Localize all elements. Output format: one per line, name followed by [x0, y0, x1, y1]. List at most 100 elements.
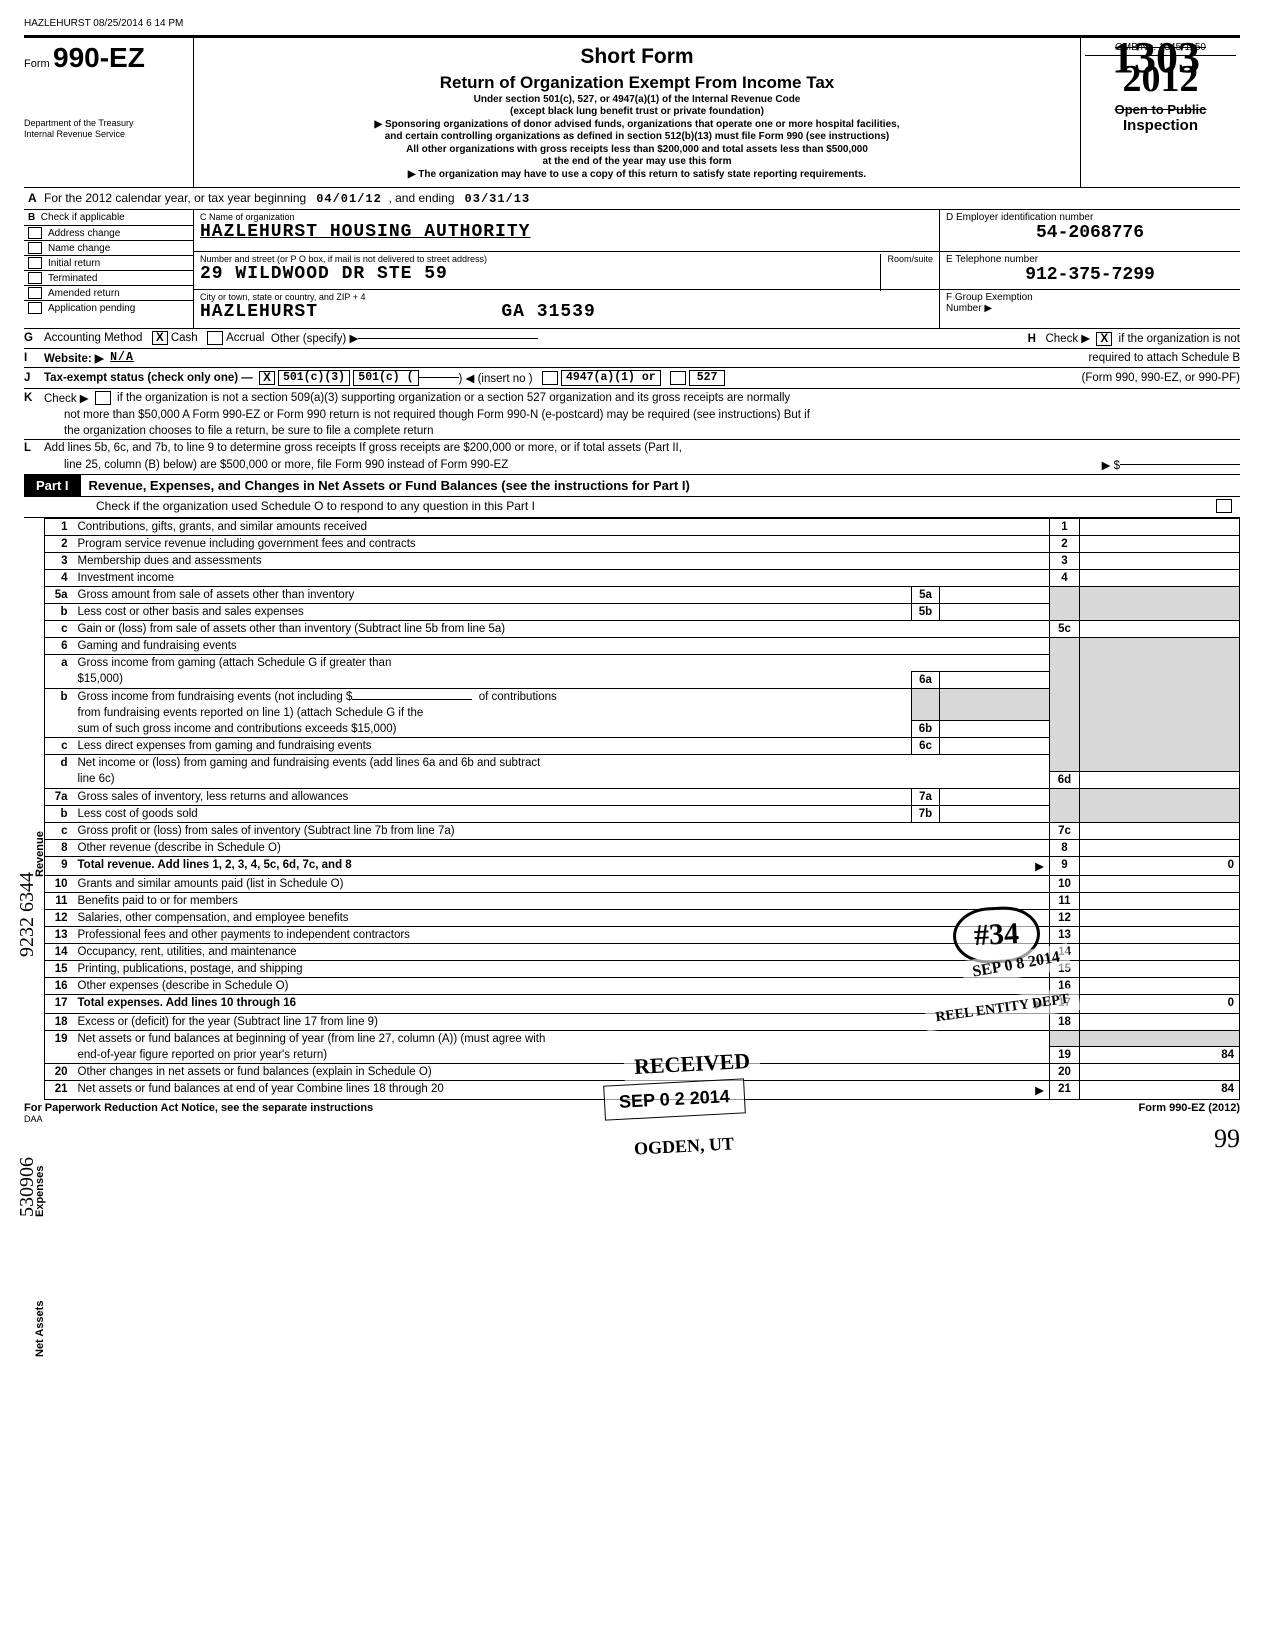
line-7c-desc: Gross profit or (loss) from sales of inv…	[73, 822, 1050, 839]
checkbox-name-change[interactable]	[28, 242, 42, 254]
dept-treasury: Department of the Treasury Internal Reve…	[24, 118, 187, 140]
box-501c: 501(c) (	[353, 370, 418, 386]
checkbox-527[interactable]	[670, 371, 686, 385]
checkbox-k[interactable]	[95, 391, 111, 405]
line-1-desc: Contributions, gifts, grants, and simila…	[73, 518, 1050, 535]
line-6b1-desc: Gross income from fundraising events (no…	[73, 688, 912, 705]
lbl-accrual: Accrual	[226, 332, 264, 344]
line-2-desc: Program service revenue including govern…	[73, 535, 1050, 552]
checkbox-4947[interactable]	[542, 371, 558, 385]
line-k-3: the organization chooses to file a retur…	[24, 423, 1240, 440]
subtitle-5: All other organizations with gross recei…	[202, 144, 1072, 157]
part-i-tag: Part I	[24, 475, 81, 496]
lbl-terminated: Terminated	[48, 273, 97, 284]
line-k-2: not more than $50,000 A Form 990-EZ or F…	[24, 407, 1240, 423]
open-to-public: Open to Public	[1085, 102, 1236, 117]
phone: 912-375-7299	[946, 265, 1234, 285]
title-main: Return of Organization Exempt From Incom…	[202, 72, 1072, 93]
check-if-applicable: Check if applicable	[41, 212, 125, 223]
label-revenue-vertical: Revenue	[34, 831, 46, 877]
val-21: 84	[1221, 1083, 1234, 1095]
line-6d1-desc: Net income or (loss) from gaming and fun…	[73, 755, 1050, 772]
k-text2: not more than $50,000 A Form 990-EZ or F…	[64, 409, 810, 421]
line-11-desc: Benefits paid to or for members	[73, 892, 1050, 909]
line-16-desc: Other expenses (describe in Schedule O)	[73, 977, 1050, 994]
form-header: Form 990-EZ Department of the Treasury I…	[24, 37, 1240, 188]
line-6a2-desc: $15,000)	[73, 671, 912, 688]
line-7a-desc: Gross sales of inventory, less returns a…	[73, 788, 912, 805]
line-6a1-desc: Gross income from gaming (attach Schedul…	[73, 654, 1050, 671]
line-6d2-desc: line 6c)	[73, 771, 1050, 788]
line-20-desc: Other changes in net assets or fund bala…	[73, 1064, 1050, 1081]
checkbox-schedule-o[interactable]	[1216, 499, 1232, 513]
box-501c3: 501(c)(3)	[278, 370, 350, 386]
checkbox-501c3[interactable]: X	[259, 371, 275, 385]
line-7b-desc: Less cost of goods sold	[73, 805, 912, 822]
form-word: Form	[24, 58, 50, 70]
checkbox-accrual[interactable]	[207, 331, 223, 345]
tax-year-begin: 04/01/12	[316, 192, 382, 206]
part-i-header: Part I Revenue, Expenses, and Changes in…	[24, 475, 1240, 497]
l-text: Add lines 5b, 6c, and 7b, to line 9 to d…	[44, 442, 682, 454]
line-8-desc: Other revenue (describe in Schedule O)	[73, 839, 1050, 856]
line-19b-desc: end-of-year figure reported on prior yea…	[73, 1047, 1050, 1064]
lbl-insert-no: ) ◀ (insert no )	[459, 371, 533, 385]
lbl-app-pending: Application pending	[48, 303, 135, 314]
lbl-name-change: Name change	[48, 243, 110, 254]
handwritten-side-2: 530906	[16, 1157, 39, 1217]
handwritten-side-1: 9232 6344	[16, 872, 39, 957]
section-b-f: B Check if applicable Address change Nam…	[24, 210, 1240, 329]
line-l-2: line 25, column (B) below) are $500,000 …	[24, 456, 1240, 475]
tax-year: 2012	[1085, 60, 1236, 98]
lbl-group-exemption: F Group Exemption	[946, 292, 1234, 303]
checkbox-h[interactable]: X	[1096, 332, 1112, 346]
line-l-1: L Add lines 5b, 6c, and 7b, to line 9 to…	[24, 440, 1240, 456]
l-text2: line 25, column (B) below) are $500,000 …	[64, 459, 508, 471]
checkbox-app-pending[interactable]	[28, 302, 42, 314]
checkbox-initial-return[interactable]	[28, 257, 42, 269]
line-15-desc: Printing, publications, postage, and shi…	[73, 960, 1050, 977]
h-check: Check ▶	[1045, 333, 1090, 345]
subtitle-1: Under section 501(c), 527, or 4947(a)(1)…	[202, 94, 1072, 107]
tax-year-end: 03/31/13	[465, 192, 531, 206]
subtitle-6: at the end of the year may use this form	[202, 156, 1072, 169]
checkbox-cash[interactable]: X	[152, 331, 168, 345]
lbl-other: Other (specify) ▶	[271, 331, 358, 345]
label-net-assets-vertical: Net Assets	[34, 1301, 46, 1357]
subtitle-3: ▶ Sponsoring organizations of donor advi…	[202, 119, 1072, 132]
timestamp: HAZLEHURST 08/25/2014 6 14 PM	[24, 18, 1240, 29]
lines-table: 1Contributions, gifts, grants, and simil…	[44, 518, 1240, 1101]
lbl-org-name: C Name of organization	[200, 212, 933, 222]
k-text: if the organization is not a section 509…	[117, 392, 790, 404]
website: N/A	[110, 351, 134, 364]
footer-form-id: Form 990-EZ (2012)	[1139, 1102, 1240, 1114]
omb-number: OMB No. 1545-1150	[1085, 42, 1236, 56]
ein: 54-2068776	[946, 223, 1234, 243]
org-street: 29 WILDWOOD DR STE 59	[200, 264, 933, 284]
lbl-cash: Cash	[171, 332, 198, 344]
line-j: J Tax-exempt status (check only one) — X…	[24, 368, 1240, 389]
subtitle-7: ▶ The organization may have to use a cop…	[202, 169, 1072, 182]
line-a: A For the 2012 calendar year, or tax yea…	[24, 188, 1240, 210]
line-5c-desc: Gain or (loss) from sale of assets other…	[73, 620, 1050, 637]
lbl-website: Website: ▶	[44, 353, 104, 365]
line-6c-desc: Less direct expenses from gaming and fun…	[73, 738, 912, 755]
line-19a-desc: Net assets or fund balances at beginning…	[73, 1030, 1050, 1047]
lbl-city: City or town, state or country, and ZIP …	[200, 292, 933, 302]
box-4947: 4947(a)(1) or	[561, 370, 661, 386]
checkbox-address-change[interactable]	[28, 227, 42, 239]
checkbox-terminated[interactable]	[28, 272, 42, 284]
checkbox-amended[interactable]	[28, 287, 42, 299]
lbl-ein: D Employer identification number	[946, 212, 1234, 223]
line-g-h: G Accounting Method XCash Accrual Other …	[24, 329, 1240, 349]
line-i: I Website: ▶ N/A required to attach Sche…	[24, 349, 1240, 368]
k-text3: the organization chooses to file a retur…	[64, 425, 434, 437]
stamp-date-sep02: SEP 0 2 2014	[603, 1078, 745, 1120]
part-i-title: Revenue, Expenses, and Changes in Net As…	[89, 478, 690, 493]
val-9: 0	[1228, 859, 1234, 871]
org-name: HAZLEHURST HOUSING AUTHORITY	[200, 222, 933, 242]
line-4-desc: Investment income	[73, 569, 1050, 586]
line-3-desc: Membership dues and assessments	[73, 552, 1050, 569]
part-i-sub: Check if the organization used Schedule …	[24, 497, 1240, 518]
lbl-initial-return: Initial return	[48, 258, 100, 269]
